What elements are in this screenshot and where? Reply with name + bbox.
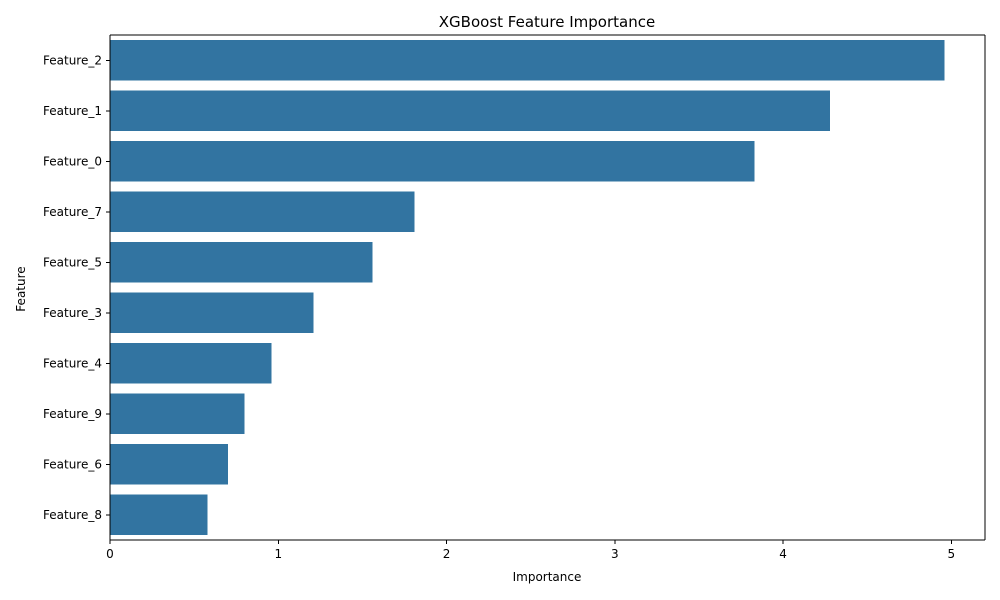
y-tick-label: Feature_9 bbox=[43, 407, 102, 421]
x-tick-label: 2 bbox=[443, 547, 451, 561]
x-tick-label: 5 bbox=[948, 547, 956, 561]
bar-feature-4 bbox=[110, 343, 272, 384]
y-tick-label: Feature_0 bbox=[43, 154, 102, 168]
bar-feature-2 bbox=[110, 40, 945, 81]
chart-title: XGBoost Feature Importance bbox=[439, 13, 655, 31]
bars-layer bbox=[110, 40, 945, 535]
y-tick-label: Feature_2 bbox=[43, 53, 102, 67]
bar-feature-9 bbox=[110, 393, 245, 434]
y-tick-label: Feature_4 bbox=[43, 356, 102, 370]
y-tick-label: Feature_5 bbox=[43, 255, 102, 269]
x-tick-label: 3 bbox=[611, 547, 619, 561]
spines-layer bbox=[109, 34, 986, 541]
bar-feature-3 bbox=[110, 292, 314, 333]
bar-feature-6 bbox=[110, 444, 228, 485]
x-tick-label: 4 bbox=[779, 547, 787, 561]
y-ticks-layer: Feature_2 Feature_1 Feature_0 Feature_7 Feat… bbox=[43, 53, 110, 522]
y-tick-label: Feature_7 bbox=[43, 205, 102, 219]
y-tick-label: Feature_6 bbox=[43, 457, 102, 471]
bar-feature-7 bbox=[110, 191, 415, 232]
y-tick-label: Feature_1 bbox=[43, 104, 102, 118]
y-tick-label: Feature_8 bbox=[43, 508, 102, 522]
x-axis-label: Importance bbox=[513, 570, 582, 584]
bar-feature-0 bbox=[110, 141, 755, 182]
x-tick-label: 0 bbox=[106, 547, 114, 561]
y-axis-label: Feature bbox=[14, 266, 28, 311]
y-tick-label: Feature_3 bbox=[43, 306, 102, 320]
bar-feature-8 bbox=[110, 494, 208, 535]
bar-feature-5 bbox=[110, 242, 373, 283]
x-ticks-layer: 0 1 2 3 4 5 bbox=[106, 540, 955, 561]
x-tick-label: 1 bbox=[274, 547, 282, 561]
bar-feature-1 bbox=[110, 90, 831, 131]
